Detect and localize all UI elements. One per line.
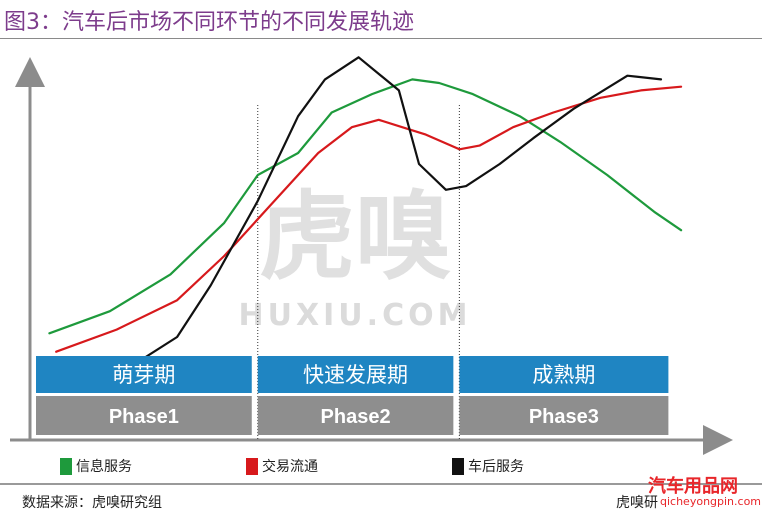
legend-swatch-trade (246, 457, 258, 475)
legend-item-trade: 交易流通 (246, 456, 318, 476)
legend-swatch-info-service (60, 457, 72, 475)
phase-3: 成熟期 Phase3 (459, 356, 669, 435)
phase-label-box (459, 396, 669, 435)
legend-label: 车后服务 (468, 459, 524, 475)
legend-item-aftermarket: 车后服务 (452, 456, 524, 476)
phase-name: 快速发展期 (303, 363, 408, 387)
phase-label: Phase3 (529, 406, 599, 428)
site-watermark: 汽车用品网 (648, 476, 738, 497)
footer-credit: 虎嗅研 (616, 495, 658, 511)
series-layer (48, 56, 683, 383)
title-divider (0, 38, 762, 39)
phase-label-box (36, 396, 252, 435)
huxiu-watermark: 虎嗅 HUXIU.COM (239, 181, 472, 333)
chart-axes (10, 57, 733, 455)
phase-label-box (257, 396, 454, 435)
page-title: 图3：汽车后市场不同环节的不同发展轨迹 (4, 10, 414, 35)
phase-name: 成熟期 (532, 363, 595, 387)
legend-swatch-aftermarket (452, 457, 464, 475)
phase-label: Phase2 (321, 406, 391, 428)
phase-name-box (459, 356, 669, 393)
data-source: 数据来源：虎嗅研究组 (22, 495, 162, 511)
series-3-line (75, 56, 663, 383)
phase-2: 快速发展期 Phase2 (257, 356, 454, 435)
phase-name-box (257, 356, 454, 393)
watermark-logo: 虎嗅 (259, 181, 451, 293)
phase-1: 萌芽期 Phase1 (36, 356, 252, 435)
phase-name: 萌芽期 (112, 363, 175, 387)
site-watermark-url: qicheyongpin.com (660, 495, 762, 508)
watermark-text: HUXIU.COM (239, 298, 472, 333)
footer-divider (0, 483, 762, 485)
phase-label: Phase1 (109, 406, 179, 428)
series-1-line (48, 78, 683, 335)
legend-label: 信息服务 (76, 459, 132, 475)
legend-label: 交易流通 (262, 459, 318, 475)
legend-item-info-service: 信息服务 (60, 456, 132, 476)
phase-boxes: 萌芽期 Phase1 快速发展期 Phase2 成熟期 Phase3 (36, 356, 669, 435)
series-2-line (55, 85, 683, 353)
phase-name-box (36, 356, 252, 393)
